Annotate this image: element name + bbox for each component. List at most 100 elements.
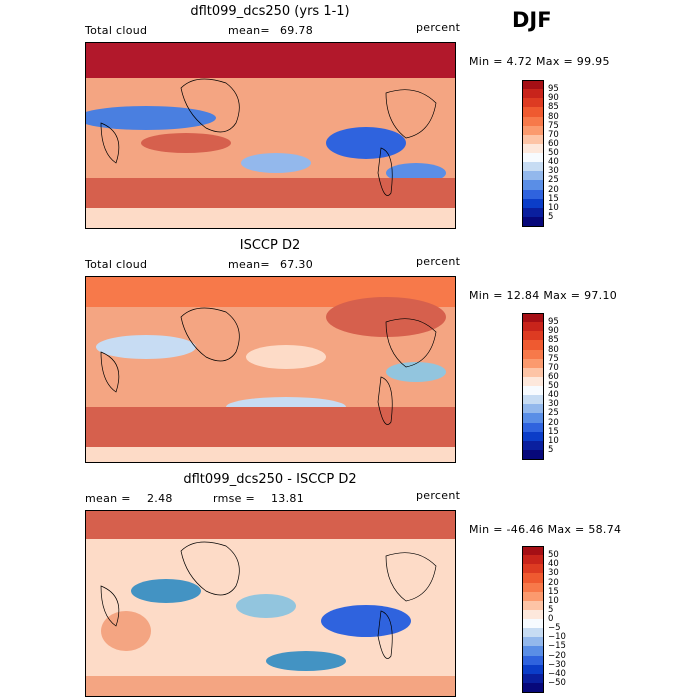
colorbar-tick-label: 15 [548, 193, 559, 204]
colorbar-swatch [522, 376, 544, 387]
colorbar-tick-label: 90 [548, 93, 559, 104]
colorbar-tick-label: 10 [548, 435, 559, 446]
colorbar-tick-label: 5 [548, 604, 554, 615]
colorbar-tick-label: 85 [548, 335, 559, 346]
colorbar-tick-label: 75 [548, 120, 559, 131]
colorbar-swatch [522, 646, 544, 656]
colorbar-swatch [522, 386, 544, 396]
panel-2-left-label: Total cloud [85, 258, 148, 271]
colorbar-swatch [522, 107, 544, 117]
colorbar-swatch [522, 422, 544, 433]
colorbar-tick-label: 10 [548, 595, 559, 606]
colorbar-tick-label: −5 [548, 623, 561, 634]
colorbar-tick-label: 25 [548, 175, 559, 186]
panel-3-colorbar: 50 40 30 20 15 10 5 0 −5 −10 −15 −20 −30 −40 −50 [522, 546, 582, 693]
colorbar-tick-label: 95 [548, 84, 559, 95]
colorbar-tick-label: 40 [548, 559, 559, 570]
colorbar-swatch [522, 162, 544, 172]
colorbar-swatch [522, 655, 544, 666]
colorbar-tick-label: 60 [548, 138, 559, 149]
colorbar-tick-label: 50 [548, 550, 559, 561]
colorbar-swatch [522, 207, 544, 218]
colorbar-swatch [522, 395, 544, 405]
panel-2-title: ISCCP D2 [239, 238, 301, 253]
colorbar-swatch [522, 340, 544, 350]
season-label: DJF [512, 8, 552, 32]
panel-1-colorbar: 95 90 85 80 75 70 60 50 40 30 25 20 15 10 5 [522, 80, 582, 227]
panel-3-title: dflt099_dcs250 - ISCCP D2 [183, 472, 357, 487]
colorbar-tick-label: −40 [548, 668, 566, 679]
colorbar-swatch [522, 98, 544, 108]
colorbar-swatch [522, 609, 544, 620]
panel-2-range: Min = 12.84 Max = 97.10 [469, 289, 618, 302]
colorbar-tick-label: 95 [548, 317, 559, 328]
colorbar-tick-label: 5 [548, 444, 554, 455]
colorbar-tick-label: −30 [548, 659, 566, 670]
panel-3-range: Min = -46.46 Max = 58.74 [469, 523, 622, 536]
colorbar-tick-label: −10 [548, 632, 566, 643]
colorbar-tick-label: 40 [548, 390, 559, 401]
colorbar-tick-label: 25 [548, 408, 559, 419]
colorbar-tick-label: 5 [548, 211, 554, 222]
colorbar-swatch [522, 134, 544, 145]
colorbar-swatch [522, 116, 544, 127]
colorbar-tick-label: 10 [548, 202, 559, 213]
colorbar-swatch [522, 313, 544, 323]
colorbar-tick-label: 30 [548, 399, 559, 410]
colorbar-swatch [522, 431, 544, 442]
panel-2-units: percent [416, 255, 461, 268]
colorbar-swatch [522, 637, 544, 647]
colorbar-swatch [522, 216, 544, 227]
colorbar-tick-label: 20 [548, 577, 559, 588]
panel-2-mean-value: 67.30 [280, 258, 313, 271]
colorbar-swatch [522, 198, 544, 209]
colorbar-swatch [522, 664, 544, 675]
colorbar-tick-label: 75 [548, 353, 559, 364]
colorbar-swatch [522, 564, 544, 574]
colorbar-swatch [522, 322, 544, 332]
colorbar-swatch [522, 331, 544, 341]
colorbar-swatch [522, 358, 544, 369]
colorbar-swatch [522, 180, 544, 190]
colorbar-swatch [522, 582, 544, 593]
colorbar-tick-label: 20 [548, 184, 559, 195]
panel-2-map [85, 276, 456, 463]
colorbar-swatch [522, 546, 544, 556]
colorbar-swatch [522, 413, 544, 423]
colorbar-tick-label: 85 [548, 102, 559, 113]
colorbar-tick-label: 15 [548, 426, 559, 437]
panel-3-rmse-value: 13.81 [271, 492, 304, 505]
colorbar-swatch [522, 153, 544, 163]
colorbar-tick-label: 30 [548, 568, 559, 579]
colorbar-swatch [522, 89, 544, 99]
colorbar-tick-label: 50 [548, 381, 559, 391]
colorbar-tick-label: 80 [548, 111, 559, 122]
panel-1-units: percent [416, 21, 461, 34]
colorbar-swatch [522, 600, 544, 611]
colorbar-swatch [522, 80, 544, 90]
colorbar-swatch [522, 449, 544, 460]
panel-2-mean-label: mean= [228, 258, 270, 271]
colorbar-swatch [522, 189, 544, 200]
colorbar-swatch [522, 673, 544, 684]
colorbar-tick-label: 90 [548, 326, 559, 337]
colorbar-swatch [522, 143, 544, 154]
panel-3-mean-label: mean = [85, 492, 131, 505]
colorbar-tick-label: 40 [548, 157, 559, 168]
colorbar-swatch [522, 591, 544, 602]
colorbar-swatch [522, 171, 544, 181]
colorbar-swatch [522, 555, 544, 565]
panel-1-left-label: Total cloud [85, 24, 148, 37]
colorbar-tick-label: 15 [548, 586, 559, 597]
colorbar-swatch [522, 619, 544, 629]
panel-1-title: dflt099_dcs250 (yrs 1-1) [190, 4, 350, 19]
colorbar-tick-label: 20 [548, 417, 559, 428]
colorbar-swatch [522, 349, 544, 360]
colorbar-tick-label: 60 [548, 371, 559, 382]
colorbar-tick-label: 70 [548, 362, 559, 373]
colorbar-tick-label: −50 [548, 677, 566, 688]
colorbar-tick-label: 80 [548, 344, 559, 355]
colorbar-swatch [522, 628, 544, 638]
panel-2-colorbar: 95 90 85 80 75 70 60 50 40 30 25 20 15 10 5 [522, 313, 582, 460]
panel-3-map [85, 510, 456, 697]
